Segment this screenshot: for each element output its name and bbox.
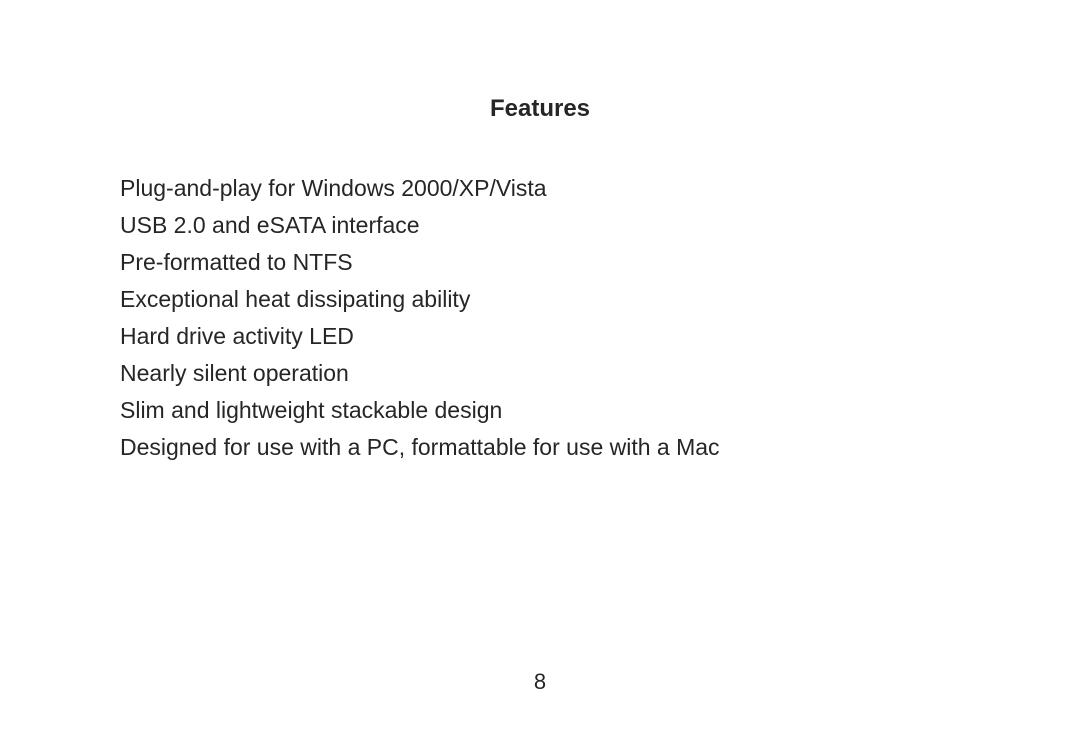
- feature-line: USB 2.0 and eSATA interface: [120, 207, 720, 244]
- feature-line: Designed for use with a PC, formattable …: [120, 429, 720, 466]
- section-title: Features: [0, 95, 1080, 123]
- feature-line: Slim and lightweight stackable design: [120, 392, 720, 429]
- features-list: Plug-and-play for Windows 2000/XP/Vista …: [120, 170, 720, 466]
- feature-line: Exceptional heat dissipating ability: [120, 281, 720, 318]
- page-number: 8: [0, 669, 1080, 695]
- feature-line: Plug-and-play for Windows 2000/XP/Vista: [120, 170, 720, 207]
- feature-line: Nearly silent operation: [120, 355, 720, 392]
- feature-line: Pre-formatted to NTFS: [120, 244, 720, 281]
- document-page: Features Plug-and-play for Windows 2000/…: [0, 0, 1080, 755]
- feature-line: Hard drive activity LED: [120, 318, 720, 355]
